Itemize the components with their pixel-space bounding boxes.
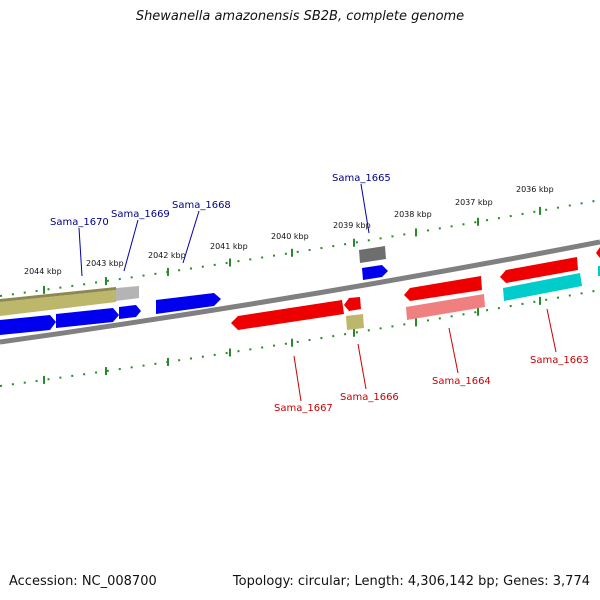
genome-summary-text: Topology: circular; Length: 4,306,142 bp… — [232, 574, 590, 589]
forward-callouts — [78, 183, 370, 277]
feature-red-1664[interactable] — [404, 276, 482, 301]
feature-red-edge[interactable] — [596, 247, 600, 258]
feature-gray-upper[interactable] — [359, 246, 386, 263]
outer-scale-ruler — [0, 199, 600, 297]
gene-label-sama-1668[interactable]: Sama_1668 — [172, 200, 231, 211]
feature-olive-upper-shade — [0, 287, 116, 302]
scale-label-2040: 2040 kbp — [271, 232, 309, 241]
reverse-callouts — [293, 308, 557, 402]
scale-label-2041: 2041 kbp — [210, 242, 248, 251]
major-ticks — [43, 206, 541, 384]
scale-label-2039: 2039 kbp — [333, 221, 371, 230]
gene-label-sama-1665[interactable]: Sama_1665 — [332, 173, 391, 184]
map-title: Shewanella amazonensis SB2B, complete ge… — [135, 9, 465, 24]
feature-blue-2[interactable] — [56, 308, 119, 328]
feature-red-1667[interactable] — [231, 300, 344, 330]
scale-label-2044: 2044 kbp — [24, 267, 62, 276]
scale-label-2037: 2037 kbp — [455, 198, 493, 207]
scale-label-2036: 2036 kbp — [516, 185, 554, 194]
scale-label-2043: 2043 kbp — [86, 259, 124, 268]
gene-label-sama-1664[interactable]: Sama_1664 — [432, 376, 491, 387]
feature-red-1663[interactable] — [500, 257, 578, 283]
feature-silver-upper[interactable] — [116, 286, 139, 301]
feature-blue-3[interactable] — [119, 305, 141, 319]
accession-text: Accession: NC_008700 — [9, 574, 157, 589]
gene-label-sama-1666[interactable]: Sama_1666 — [340, 392, 399, 403]
inner-scale-ruler — [0, 289, 600, 387]
feature-red-small[interactable] — [344, 297, 361, 311]
genome-backbone — [0, 239, 600, 345]
scale-label-2042: 2042 kbp — [148, 251, 186, 260]
scale-label-2038: 2038 kbp — [394, 210, 432, 219]
gene-label-sama-1669[interactable]: Sama_1669 — [111, 209, 170, 220]
feature-cyan-1663[interactable] — [503, 273, 582, 301]
gene-label-sama-1670[interactable]: Sama_1670 — [50, 217, 109, 228]
gene-label-sama-1667[interactable]: Sama_1667 — [274, 403, 333, 414]
feature-pink-1664[interactable] — [406, 294, 485, 320]
feature-blue-1[interactable] — [0, 315, 56, 335]
feature-blue-4[interactable] — [156, 293, 221, 314]
gene-label-sama-1663[interactable]: Sama_1663 — [530, 355, 589, 366]
feature-blue-5[interactable] — [362, 265, 388, 280]
feature-olive-upper[interactable] — [0, 290, 116, 316]
feature-olive-1666[interactable] — [346, 314, 364, 330]
